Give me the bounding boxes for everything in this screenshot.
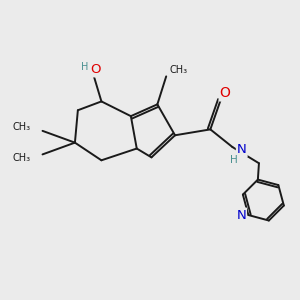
Text: CH₃: CH₃ bbox=[13, 122, 31, 132]
Text: H: H bbox=[81, 62, 88, 72]
Text: N: N bbox=[237, 143, 247, 157]
Text: O: O bbox=[90, 63, 101, 76]
Text: CH₃: CH₃ bbox=[13, 153, 31, 163]
Text: CH₃: CH₃ bbox=[169, 65, 187, 76]
Text: N: N bbox=[236, 208, 246, 221]
Text: H: H bbox=[230, 155, 238, 165]
Text: O: O bbox=[220, 86, 230, 100]
